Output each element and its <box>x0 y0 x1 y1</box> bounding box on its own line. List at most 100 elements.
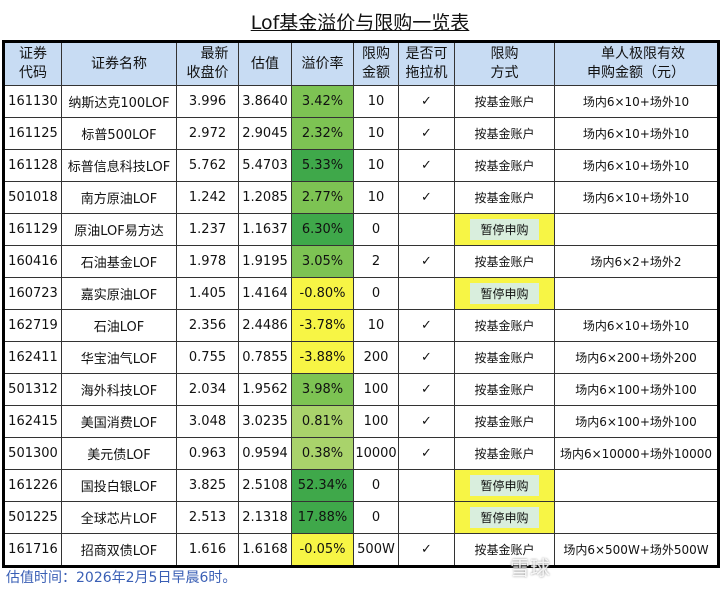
cell-code: 162415 <box>3 405 62 438</box>
cell-name: 标普信息科技LOF <box>61 149 177 182</box>
cell-premium: -0.05% <box>291 533 354 567</box>
cell-method: 暂停申购 <box>454 469 555 502</box>
cell-max-amount: 场内6×200+场外200 <box>554 341 719 374</box>
cell-premium: 3.98% <box>291 373 354 406</box>
cell-close: 2.034 <box>176 373 239 406</box>
cell-limit: 2 <box>353 245 399 278</box>
cell-close: 2.513 <box>176 501 239 534</box>
cell-name: 美国消费LOF <box>61 405 177 438</box>
header-text: 是否可拖拉机 <box>405 46 448 81</box>
table-row: 161130 纳斯达克100LOF 3.996 3.8640 3.42% 10 ✓ 按基金账户… <box>3 85 719 118</box>
column-header: 证券名称 <box>61 41 177 86</box>
cell-arbitrage <box>398 501 455 534</box>
column-header: 溢价率 <box>291 41 354 86</box>
cell-arbitrage <box>398 213 455 246</box>
cell-limit: 0 <box>353 277 399 310</box>
table-row: 161716 招商双债LOF 1.616 1.6168 -0.05% 500W ✓ 按基金账户… <box>3 533 719 567</box>
column-header: 是否可拖拉机 <box>398 41 455 86</box>
cell-arbitrage: ✓ <box>398 85 455 118</box>
cell-name: 标普500LOF <box>61 117 177 150</box>
cell-limit: 0 <box>353 213 399 246</box>
table-row: 161129 原油LOF易方达 1.237 1.1637 6.30% 0 暂停申购 <box>3 213 719 246</box>
cell-premium: -3.88% <box>291 341 354 374</box>
table-row: 501225 全球芯片LOF 2.513 2.1318 17.88% 0 暂停申购 <box>3 501 719 534</box>
cell-arbitrage: ✓ <box>398 437 455 470</box>
cell-premium: 0.38% <box>291 437 354 470</box>
cell-arbitrage: ✓ <box>398 341 455 374</box>
cell-valuation: 0.7855 <box>238 341 292 374</box>
cell-limit: 10 <box>353 117 399 150</box>
cell-premium: 3.42% <box>291 85 354 118</box>
cell-code: 161130 <box>3 85 62 118</box>
cell-valuation: 3.8640 <box>238 85 292 118</box>
cell-valuation: 1.4164 <box>238 277 292 310</box>
header-text: 估值 <box>251 55 279 72</box>
column-header: 限购金额 <box>353 41 399 86</box>
cell-premium: 0.81% <box>291 405 354 438</box>
header-text: 单人极限有效申购金额（元） <box>587 46 685 81</box>
paused-badge: 暂停申购 <box>470 507 539 528</box>
cell-arbitrage: ✓ <box>398 245 455 278</box>
cell-close: 0.963 <box>176 437 239 470</box>
column-header: 估值 <box>238 41 292 86</box>
cell-method: 按基金账户 <box>454 533 555 567</box>
cell-name: 美元债LOF <box>61 437 177 470</box>
cell-limit: 10 <box>353 85 399 118</box>
cell-method: 按基金账户 <box>454 245 555 278</box>
cell-method: 按基金账户 <box>454 181 555 214</box>
cell-close: 1.237 <box>176 213 239 246</box>
cell-valuation: 1.2085 <box>238 181 292 214</box>
cell-method: 按基金账户 <box>454 373 555 406</box>
cell-method: 按基金账户 <box>454 341 555 374</box>
cell-close: 5.762 <box>176 149 239 182</box>
cell-code: 162719 <box>3 309 62 342</box>
header-text: 最新收盘价 <box>186 46 229 81</box>
cell-max-amount: 场内6×10+场外10 <box>554 85 719 118</box>
cell-method: 按基金账户 <box>454 85 555 118</box>
table-row: 162719 石油LOF 2.356 2.4486 -3.78% 10 ✓ 按基金账户 场内6×… <box>3 309 719 342</box>
cell-code: 161129 <box>3 213 62 246</box>
cell-limit: 100 <box>353 405 399 438</box>
cell-max-amount <box>554 277 719 310</box>
cell-max-amount: 场内6×10+场外10 <box>554 117 719 150</box>
header-row: 证券代码 证券名称 最新收盘价 估值 溢价率 限购金额 是否可拖拉机 限购方式 单人极限有效申购… <box>3 41 719 86</box>
table-row: 501312 海外科技LOF 2.034 1.9562 3.98% 100 ✓ 按基金账户 场内… <box>3 373 719 406</box>
cell-valuation: 2.4486 <box>238 309 292 342</box>
cell-max-amount: 场内6×2+场外2 <box>554 245 719 278</box>
cell-max-amount: 场内6×500W+场外500W <box>554 533 719 567</box>
paused-badge: 暂停申购 <box>470 219 539 240</box>
cell-limit: 10 <box>353 149 399 182</box>
table-row: 160723 嘉实原油LOF 1.405 1.4164 -0.80% 0 暂停申购 <box>3 277 719 310</box>
cell-name: 纳斯达克100LOF <box>61 85 177 118</box>
cell-max-amount: 场内6×10+场外10 <box>554 149 719 182</box>
table-row: 501018 南方原油LOF 1.242 1.2085 2.77% 10 ✓ 按基金账户 场内6… <box>3 181 719 214</box>
cell-premium: 52.34% <box>291 469 354 502</box>
cell-name: 招商双债LOF <box>61 533 177 567</box>
cell-close: 3.048 <box>176 405 239 438</box>
cell-method: 按基金账户 <box>454 437 555 470</box>
cell-name: 原油LOF易方达 <box>61 213 177 246</box>
cell-close: 3.825 <box>176 469 239 502</box>
table-row: 161226 国投白银LOF 3.825 2.5108 52.34% 0 暂停申购 <box>3 469 719 502</box>
cell-arbitrage: ✓ <box>398 181 455 214</box>
cell-arbitrage <box>398 469 455 502</box>
cell-limit: 0 <box>353 469 399 502</box>
lof-table: 证券代码 证券名称 最新收盘价 估值 溢价率 限购金额 是否可拖拉机 限购方式 单人极限有效申购… <box>2 40 720 568</box>
column-header: 限购方式 <box>454 41 555 86</box>
cell-limit: 10000 <box>353 437 399 470</box>
cell-premium: -3.78% <box>291 309 354 342</box>
cell-close: 1.242 <box>176 181 239 214</box>
cell-code: 161716 <box>3 533 62 567</box>
cell-name: 嘉实原油LOF <box>61 277 177 310</box>
cell-method: 按基金账户 <box>454 405 555 438</box>
cell-code: 501018 <box>3 181 62 214</box>
cell-max-amount <box>554 213 719 246</box>
cell-arbitrage <box>398 277 455 310</box>
cell-limit: 10 <box>353 181 399 214</box>
cell-limit: 0 <box>353 501 399 534</box>
cell-close: 1.405 <box>176 277 239 310</box>
cell-code: 161128 <box>3 149 62 182</box>
header-text: 证券代码 <box>19 46 47 81</box>
cell-method: 按基金账户 <box>454 117 555 150</box>
table-row: 162415 美国消费LOF 3.048 3.0235 0.81% 100 ✓ 按基金账户 场内… <box>3 405 719 438</box>
